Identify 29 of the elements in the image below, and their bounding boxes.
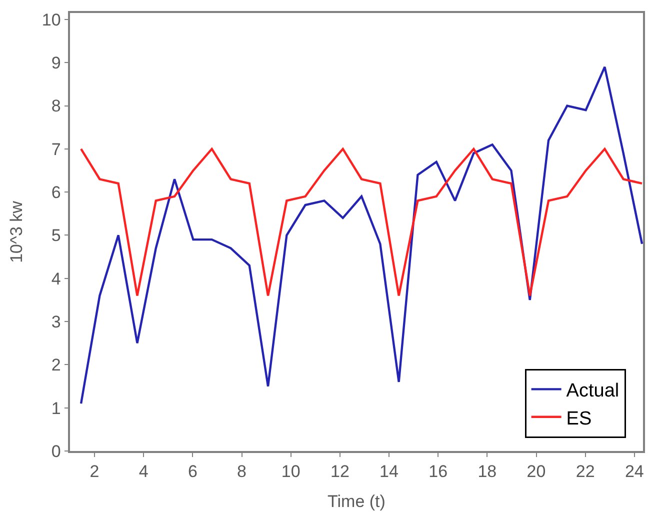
x-tick-label: 16 <box>428 462 448 482</box>
x-tick-label: 24 <box>624 462 644 482</box>
x-tick-label: 14 <box>380 462 398 482</box>
x-tick-label: 20 <box>526 462 546 482</box>
x-tick-label: 22 <box>576 462 595 482</box>
x-tick-label: 8 <box>237 462 247 482</box>
x-tick-label: 10 <box>281 462 300 482</box>
y-tick-label: 10 <box>42 10 61 30</box>
x-tick-label: 2 <box>90 462 100 482</box>
y-tick-label: 5 <box>51 226 61 246</box>
y-tick-label: 3 <box>51 312 61 332</box>
x-tick-label: 4 <box>138 462 148 482</box>
y-tick-label: 8 <box>51 96 61 116</box>
y-axis-title: 10^3 kw <box>6 200 26 263</box>
line-series <box>80 148 643 297</box>
x-axis-title: Time (t) <box>328 492 386 512</box>
y-tick-label: 2 <box>51 356 61 375</box>
line-series <box>80 66 643 405</box>
y-tick-label: 9 <box>51 54 61 73</box>
x-tick-label: 6 <box>188 462 198 482</box>
y-tick-label: 0 <box>51 442 61 461</box>
y-tick-label: 7 <box>51 140 61 159</box>
legend-label: Actual <box>566 380 620 402</box>
y-tick-label: 6 <box>51 183 61 202</box>
x-tick-label: 12 <box>330 462 350 482</box>
y-tick-label: 1 <box>51 398 61 418</box>
y-tick-label: 4 <box>51 269 61 288</box>
x-tick-label: 18 <box>478 462 497 482</box>
legend-label: ES <box>566 408 592 430</box>
